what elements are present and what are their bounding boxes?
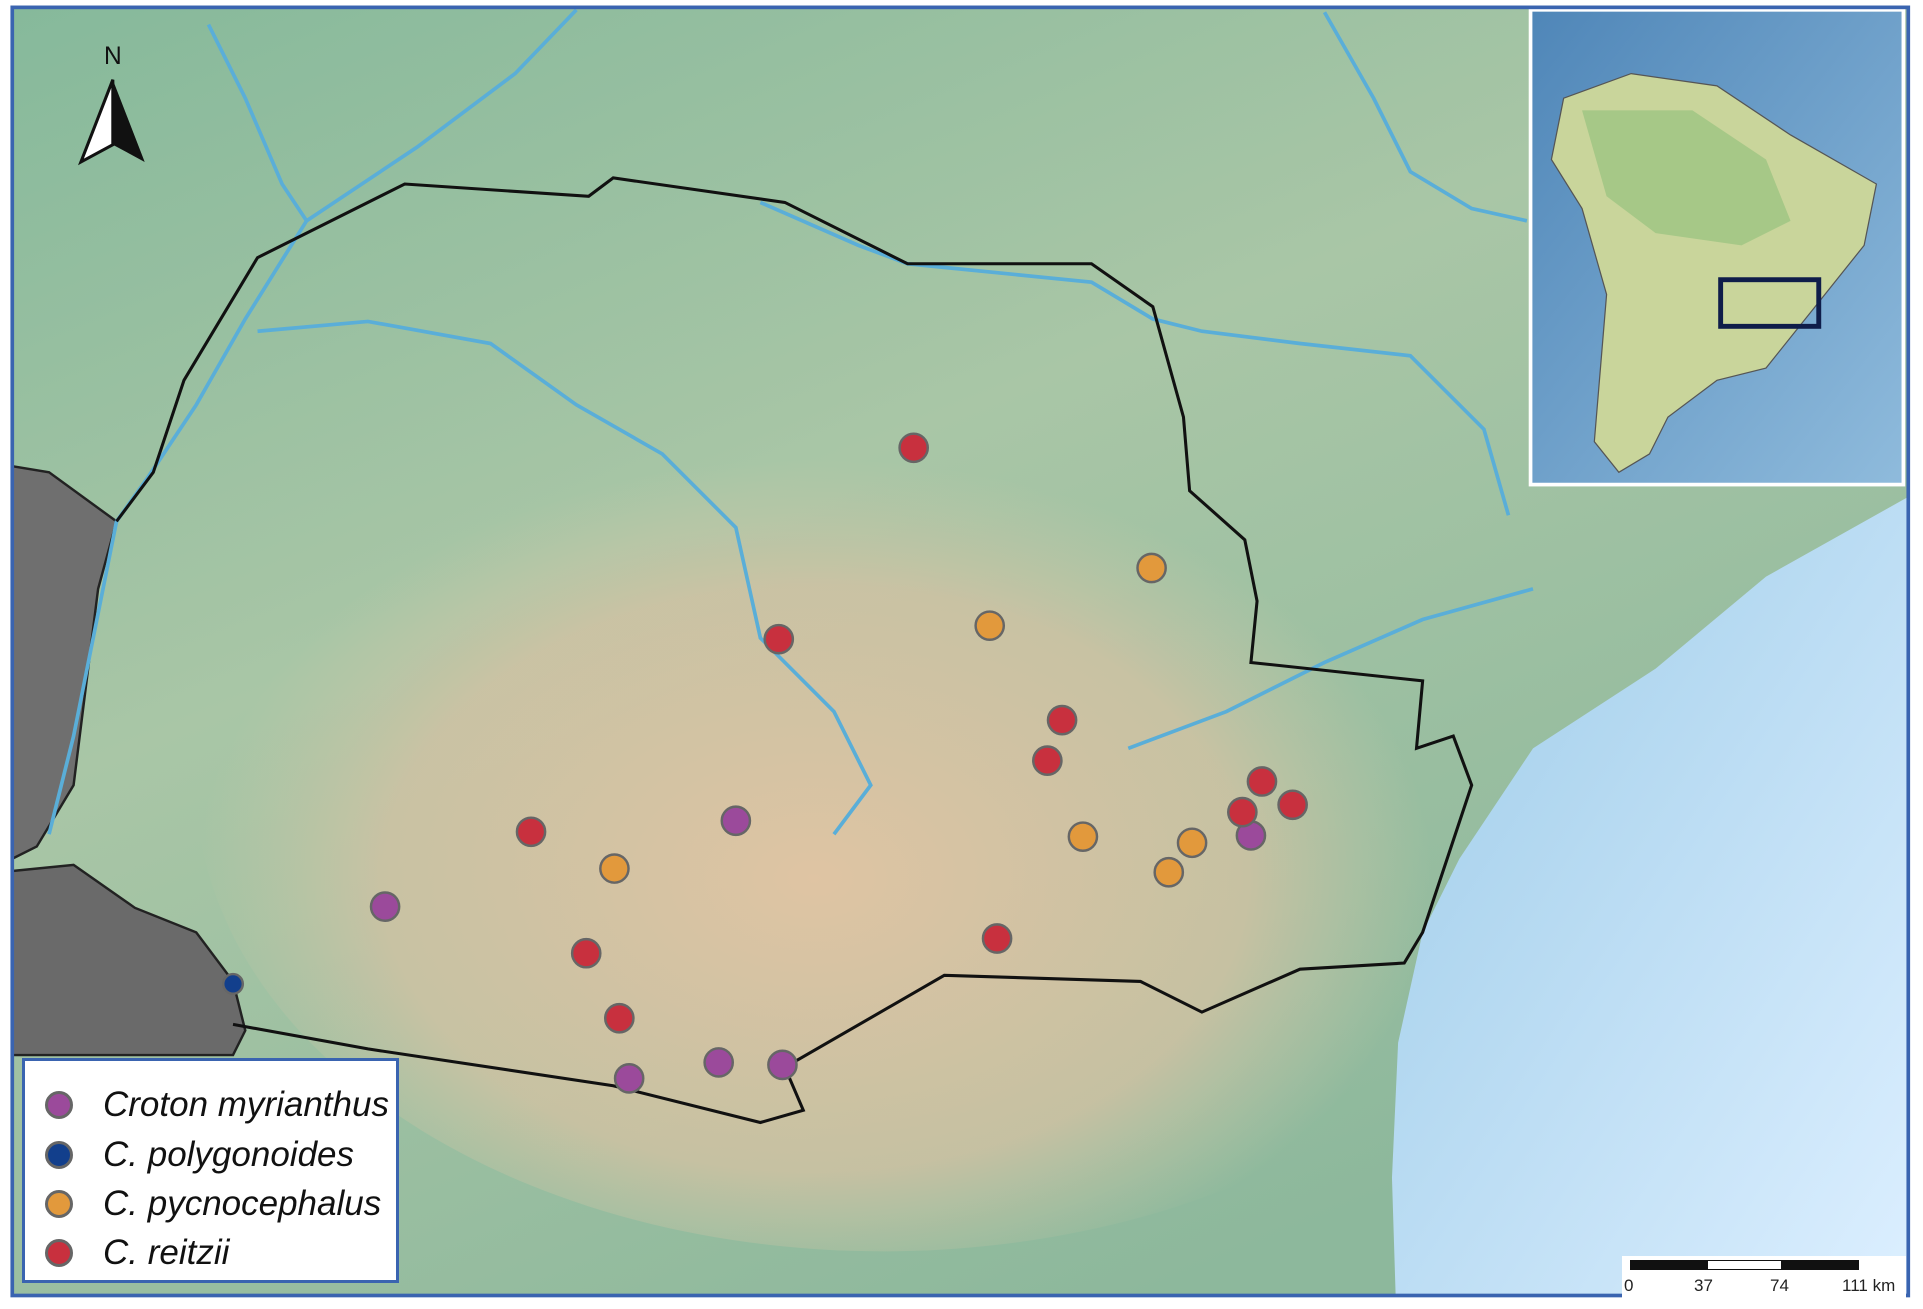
scale-segment bbox=[1707, 1260, 1782, 1270]
north-label: N bbox=[104, 43, 122, 70]
occurrence-point bbox=[599, 853, 630, 884]
occurrence-point bbox=[720, 805, 752, 837]
occurrence-point bbox=[703, 1047, 735, 1078]
inset-map bbox=[1528, 7, 1906, 487]
neighbor-country-north bbox=[11, 464, 118, 861]
occurrence-point bbox=[1153, 856, 1185, 888]
scale-segment bbox=[1782, 1260, 1859, 1270]
scale-bar: 0 37 74 111 km bbox=[1622, 1256, 1906, 1304]
highland-relief bbox=[196, 318, 1570, 1252]
orange-dot-icon bbox=[45, 1190, 73, 1218]
purple-dot-icon bbox=[45, 1091, 73, 1119]
occurrence-point bbox=[221, 972, 245, 995]
occurrence-point bbox=[613, 1063, 645, 1094]
north-arrow-right-icon bbox=[112, 79, 145, 162]
occurrence-point bbox=[767, 1049, 798, 1081]
occurrence-points bbox=[221, 432, 1308, 1094]
occurrence-point bbox=[1277, 789, 1308, 821]
legend-label: Croton myrianthus bbox=[103, 1085, 389, 1124]
occurrence-point bbox=[763, 623, 795, 655]
occurrence-point bbox=[1246, 766, 1278, 797]
occurrence-point bbox=[1227, 796, 1258, 828]
scale-segment bbox=[1630, 1260, 1707, 1270]
legend-label: C. pycnocephalus bbox=[103, 1184, 382, 1223]
legend-label: C. polygonoides bbox=[103, 1135, 354, 1174]
map-frame bbox=[10, 5, 1911, 1298]
occurrence-point bbox=[570, 937, 602, 969]
scale-tick-74: 74 bbox=[1770, 1276, 1789, 1295]
occurrence-point bbox=[974, 610, 1006, 642]
legend-item-croton-myrianthus: Croton myrianthus bbox=[45, 1081, 389, 1129]
legend-item-c-pycnocephalus: C. pycnocephalus bbox=[45, 1180, 381, 1228]
legend-item-c-reitzii: C. reitzii bbox=[45, 1229, 229, 1277]
state-border bbox=[115, 176, 1474, 1125]
occurrence-point bbox=[604, 1002, 635, 1034]
legend-label: C. reitzii bbox=[103, 1233, 230, 1272]
red-dot-icon bbox=[45, 1239, 73, 1267]
occurrence-point bbox=[1136, 552, 1167, 584]
occurrence-point bbox=[369, 891, 401, 922]
occurrence-point bbox=[1067, 821, 1099, 853]
occurrence-point bbox=[1176, 827, 1208, 859]
inset-amazon bbox=[1582, 110, 1791, 246]
scale-tick-0: 0 bbox=[1624, 1276, 1634, 1295]
inset-extent-box bbox=[1718, 277, 1822, 329]
occurrence-point bbox=[1046, 704, 1078, 736]
occurrence-point bbox=[898, 432, 930, 464]
ocean bbox=[1391, 496, 1909, 1296]
scale-tick-111: 111 km bbox=[1842, 1276, 1896, 1295]
legend: Croton myrianthus C. polygonoides C. pyc… bbox=[22, 1058, 399, 1283]
rivers bbox=[47, 8, 1534, 836]
occurrence-point bbox=[1032, 745, 1063, 776]
occurrence-point bbox=[515, 816, 547, 848]
north-arrow: N bbox=[78, 43, 145, 166]
scale-tick-37: 37 bbox=[1694, 1276, 1713, 1295]
blue-dot-icon bbox=[45, 1141, 73, 1169]
occurrence-point bbox=[981, 923, 1013, 954]
legend-item-c-polygonoides: C. polygonoides bbox=[45, 1131, 354, 1179]
